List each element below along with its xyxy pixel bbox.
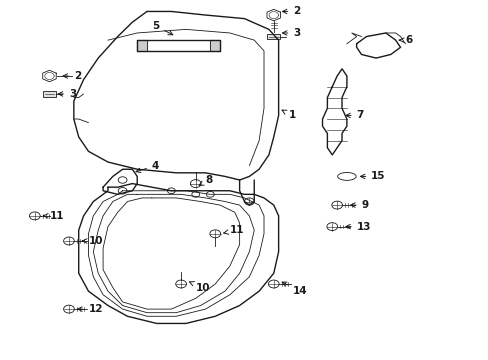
FancyBboxPatch shape	[267, 34, 280, 40]
Text: 6: 6	[399, 35, 412, 45]
Polygon shape	[137, 40, 147, 51]
FancyBboxPatch shape	[43, 91, 56, 97]
Text: 9: 9	[350, 200, 368, 210]
Text: 5: 5	[152, 21, 172, 35]
Text: 3: 3	[58, 89, 76, 99]
Text: 15: 15	[360, 171, 385, 181]
Text: 4: 4	[136, 161, 159, 172]
Text: 13: 13	[345, 222, 370, 231]
Text: 11: 11	[43, 211, 64, 221]
Text: 7: 7	[345, 111, 363, 121]
Text: 10: 10	[189, 282, 210, 293]
Text: 10: 10	[82, 236, 103, 246]
Text: 11: 11	[224, 225, 244, 235]
Text: 2: 2	[63, 71, 81, 81]
Text: 2: 2	[282, 6, 300, 17]
Polygon shape	[210, 40, 220, 51]
Ellipse shape	[337, 172, 355, 180]
Text: 12: 12	[78, 304, 103, 314]
Text: 14: 14	[282, 282, 307, 296]
Text: 8: 8	[199, 175, 212, 185]
Text: 3: 3	[282, 28, 300, 38]
Text: 1: 1	[282, 110, 295, 121]
